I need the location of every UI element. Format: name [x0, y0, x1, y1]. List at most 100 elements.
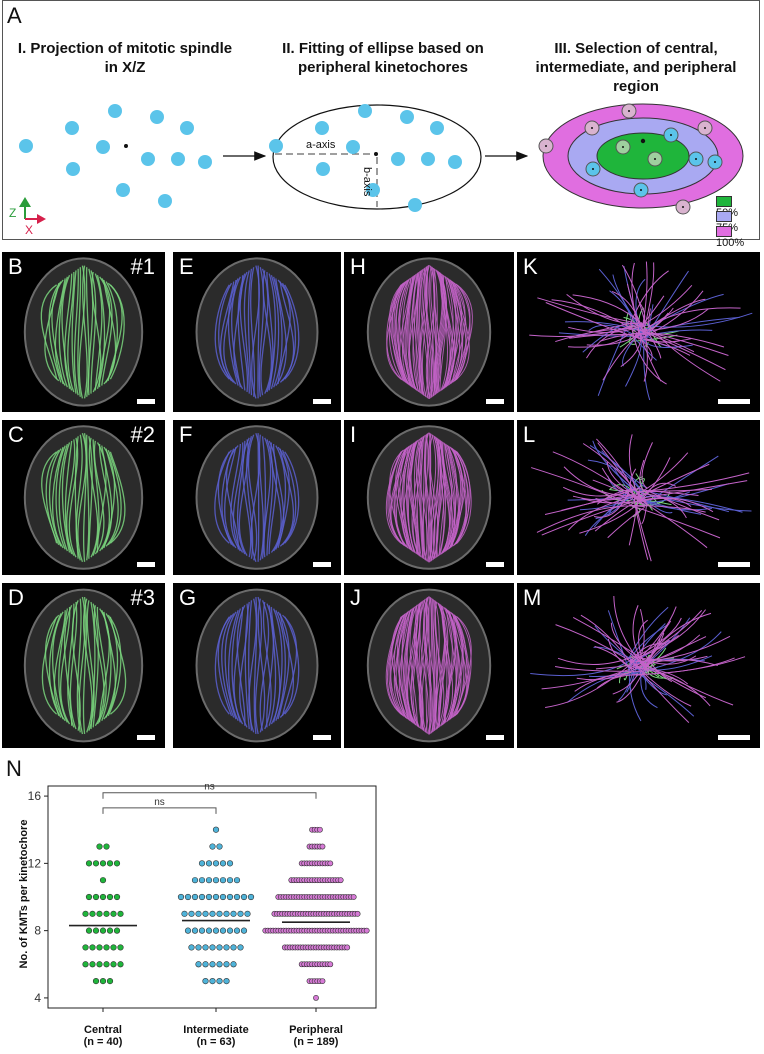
- data-point: [240, 893, 248, 901]
- category-central-name: Central: [84, 1024, 122, 1036]
- data-point: [110, 944, 117, 951]
- tile-label: D: [8, 585, 24, 610]
- data-point: [216, 910, 223, 917]
- data-point: [195, 944, 202, 951]
- data-point: [230, 910, 237, 917]
- data-point: [240, 927, 248, 934]
- data-point: [103, 910, 110, 917]
- data-point: [113, 927, 121, 934]
- data-point: [219, 927, 227, 934]
- category-peripheral-name: Peripheral: [289, 1024, 343, 1036]
- data-point: [85, 927, 93, 934]
- y-tick-label: 8: [34, 924, 41, 938]
- tile-label: J: [350, 585, 361, 610]
- panel-a: A I. Projection of mitotic spindle in X/…: [2, 0, 760, 249]
- z-axis-label: Z: [9, 206, 17, 220]
- data-point: [244, 910, 251, 917]
- data-point: [96, 961, 103, 968]
- data-point: [103, 944, 110, 951]
- panel-a-diagram: [19, 103, 744, 224]
- step-3-title-line3: region: [613, 78, 659, 95]
- scale-bar: [313, 562, 331, 567]
- data-point: [96, 843, 103, 850]
- data-point: [198, 877, 206, 884]
- scale-bar: [718, 399, 750, 404]
- tomogram-tile: E: [173, 252, 341, 412]
- spindle-render: [23, 425, 144, 570]
- step-1-title: I. Projection of mitotic spindle in X/Z: [5, 39, 245, 77]
- data-point: [99, 877, 107, 884]
- data-point: [99, 893, 107, 901]
- data-point: [191, 893, 199, 901]
- tile-label: I: [350, 422, 357, 447]
- tile-label: L: [523, 422, 536, 447]
- tile-label: C: [8, 422, 24, 447]
- step-1-kinetochores: [19, 104, 212, 208]
- step-3-title-line2: intermediate, and peripheral: [535, 59, 737, 76]
- data-point: [89, 910, 96, 917]
- scale-bar: [486, 399, 504, 404]
- tile-label: B: [8, 254, 23, 279]
- category-intermediate: Intermediate (n = 63): [166, 1024, 266, 1048]
- data-point: [363, 927, 370, 934]
- tomogram-tile: H: [344, 252, 514, 412]
- data-point: [184, 893, 192, 901]
- scale-bar: [718, 562, 750, 567]
- data-point: [212, 860, 220, 867]
- data-point: [209, 961, 216, 968]
- category-peripheral-n: (n = 189): [293, 1036, 339, 1048]
- data-point: [202, 961, 209, 968]
- data-point: [219, 860, 227, 867]
- tomogram-tile: M: [517, 583, 760, 748]
- step-1-title-line2: in X/Z: [104, 59, 146, 76]
- data-point: [92, 977, 100, 985]
- spindle-render: [195, 588, 319, 743]
- data-point: [216, 843, 223, 850]
- data-point: [113, 893, 121, 901]
- data-point: [117, 944, 124, 951]
- data-point: [205, 927, 213, 934]
- data-point: [106, 860, 114, 867]
- data-point: [99, 927, 107, 934]
- data-point: [85, 893, 93, 901]
- data-point: [233, 927, 241, 934]
- data-point: [106, 977, 114, 985]
- data-point: [327, 860, 334, 867]
- data-point: [327, 961, 334, 968]
- data-point: [212, 826, 220, 833]
- data-point: [198, 893, 206, 901]
- data-point: [219, 893, 227, 901]
- spindle-render: [529, 261, 753, 401]
- panel-n-label: N: [6, 756, 22, 781]
- tomogram-tile: B #1: [2, 252, 165, 412]
- data-point: [103, 961, 110, 968]
- category-intermediate-n: (n = 63): [196, 1036, 236, 1048]
- step-2-title-line1: II. Fitting of ellipse based on: [282, 40, 484, 57]
- scale-bar: [486, 735, 504, 740]
- data-point: [191, 927, 199, 934]
- spindle-render: [195, 257, 319, 407]
- tomogram-tile: I: [344, 420, 514, 575]
- tomogram-tile: L: [517, 420, 760, 575]
- data-point: [337, 877, 344, 884]
- data-point: [223, 961, 230, 968]
- y-tick-label: 4: [34, 991, 41, 1005]
- data-point: [106, 893, 114, 901]
- b-axis-label: b-axis: [361, 167, 373, 197]
- tomogram-tile: C #2: [2, 420, 165, 575]
- data-point: [202, 944, 209, 951]
- legend-swatch-75: [716, 210, 732, 222]
- data-point: [344, 944, 351, 951]
- tomogram-grid: B #1 E H K C #2 F I L D #3 G J M: [0, 252, 764, 752]
- scale-bar: [718, 735, 750, 740]
- step-3-center-dot: [640, 138, 646, 144]
- data-point: [202, 910, 209, 917]
- data-point: [223, 910, 230, 917]
- step-2-kinetochores: [269, 104, 462, 212]
- tile-sample-number: #3: [130, 585, 155, 610]
- step-2-title: II. Fitting of ellipse based on peripher…: [253, 39, 513, 77]
- tomogram-tile: D #3: [2, 583, 165, 748]
- data-point: [216, 944, 223, 951]
- significance-label: ns: [204, 782, 215, 793]
- step-2-title-line2: peripheral kinetochores: [297, 59, 469, 76]
